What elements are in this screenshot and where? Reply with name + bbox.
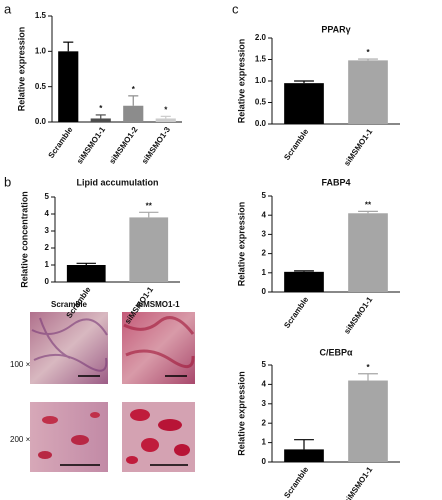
chart-title: Lipid accumulation <box>76 177 158 187</box>
chart-title: FABP4 <box>321 177 350 187</box>
x-tick-label: siMSMO1-2 <box>108 125 140 166</box>
significance: * <box>366 363 370 372</box>
y-axis-label: Relative expression <box>236 371 246 456</box>
y-tick-label: 1.5 <box>255 55 267 64</box>
micrograph-column: Scramble <box>51 300 88 309</box>
y-tick-label: 2 <box>262 249 267 258</box>
x-tick-label: siMSMO1-1 <box>342 465 374 500</box>
y-tick-label: 4 <box>45 209 50 218</box>
bar <box>129 217 169 282</box>
y-axis-label: Relative concentration <box>19 191 29 288</box>
y-tick-label: 1 <box>262 268 267 277</box>
y-tick-label: 1.0 <box>35 46 47 55</box>
y-tick-label: 3 <box>45 226 50 235</box>
panel-label: c <box>232 1 239 16</box>
y-tick-label: 2 <box>45 243 50 252</box>
y-axis-label: Relative expression <box>236 202 246 287</box>
y-tick-label: 4 <box>262 210 267 219</box>
y-tick-label: 0 <box>45 277 50 286</box>
micrograph <box>122 312 195 384</box>
x-tick-label: Scramble <box>47 125 75 160</box>
y-tick-label: 1 <box>262 438 267 447</box>
bar <box>284 449 324 462</box>
bar <box>284 271 324 292</box>
chart-title: PPARγ <box>321 24 350 34</box>
y-tick-label: 5 <box>262 360 267 369</box>
bar <box>66 265 106 282</box>
bar <box>284 83 324 124</box>
x-tick-label: Scramble <box>282 465 310 500</box>
bar <box>348 380 388 462</box>
bar <box>58 51 79 123</box>
x-tick-label: siMSMO1-3 <box>140 125 172 166</box>
y-tick-label: 0.5 <box>255 98 267 107</box>
y-tick-label: 1.0 <box>255 76 267 85</box>
bar <box>123 105 144 122</box>
significance: * <box>99 104 103 113</box>
micrograph-row: 200 × <box>10 435 31 444</box>
y-tick-label: 0 <box>262 457 267 466</box>
x-tick-label: Scramble <box>282 295 310 330</box>
bar <box>90 118 111 122</box>
significance: * <box>164 105 168 114</box>
micrograph-column: siMSMO1-1 <box>136 300 180 309</box>
y-tick-label: 1.5 <box>35 11 47 20</box>
y-tick-label: 3 <box>262 230 267 239</box>
significance: * <box>132 85 136 94</box>
panel-label: a <box>4 1 12 16</box>
significance: ** <box>146 201 153 210</box>
y-axis-label: Relative expression <box>236 39 246 124</box>
y-tick-label: 2.0 <box>255 33 267 42</box>
y-tick-label: 0.0 <box>255 119 267 128</box>
y-axis-label: Relative expression <box>16 27 26 112</box>
micrograph <box>30 402 108 472</box>
micrograph <box>122 402 195 472</box>
micrograph <box>30 312 108 384</box>
y-tick-label: 0 <box>262 287 267 296</box>
x-tick-label: siMSMO1-1 <box>75 125 107 166</box>
y-tick-label: 1 <box>45 260 50 269</box>
chart-title: C/EBPα <box>319 347 353 357</box>
y-tick-label: 5 <box>45 192 50 201</box>
bar <box>348 60 388 124</box>
bar <box>348 213 388 292</box>
x-tick-label: siMSMO1-1 <box>342 127 374 168</box>
x-tick-label: siMSMO1-1 <box>342 295 374 336</box>
bar <box>155 118 176 122</box>
panel-label: b <box>4 174 11 189</box>
y-tick-label: 3 <box>262 399 267 408</box>
micrograph-row: 100 × <box>10 360 31 369</box>
y-tick-label: 0.0 <box>35 117 47 126</box>
significance: * <box>366 48 370 57</box>
significance: ** <box>365 200 372 209</box>
x-tick-label: Scramble <box>282 127 310 162</box>
y-tick-label: 0.5 <box>35 82 47 91</box>
y-tick-label: 4 <box>262 380 267 389</box>
y-tick-label: 5 <box>262 191 267 200</box>
y-tick-label: 2 <box>262 418 267 427</box>
